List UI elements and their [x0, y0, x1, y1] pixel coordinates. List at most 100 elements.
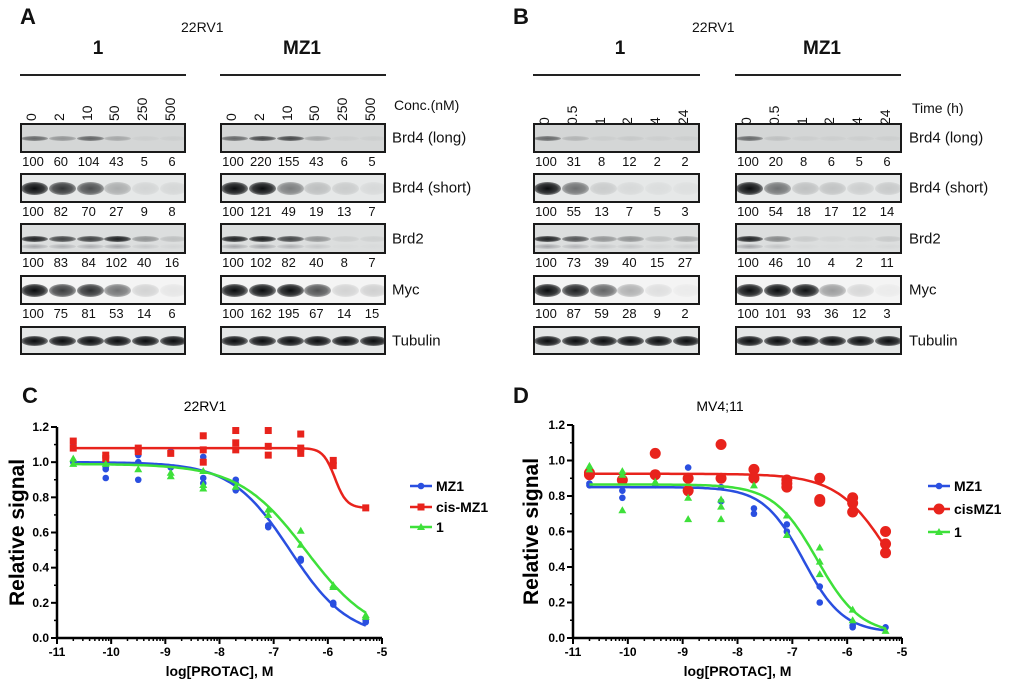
band: [737, 135, 763, 141]
row-label: Brd4 (long): [909, 129, 984, 147]
data-point-cis-mz1: [232, 446, 240, 454]
x-tick-label: -11: [565, 645, 582, 659]
data-point-cismz1: [781, 481, 793, 493]
band: [737, 235, 763, 242]
blot-tubulin: [220, 326, 386, 355]
quant-value: 53: [109, 306, 124, 321]
blot-brd4-long-: [220, 123, 386, 153]
band: [791, 181, 819, 195]
x-tick-label: -8: [214, 645, 225, 659]
legend-label: 1: [954, 524, 962, 540]
data-point-1: [684, 515, 693, 523]
legend-label: MZ1: [436, 478, 464, 494]
band: [819, 243, 847, 249]
quant-value: 100: [222, 154, 244, 169]
quant-value: 2: [681, 154, 689, 169]
quant-value: 2: [855, 255, 863, 270]
quant-value: 40: [309, 255, 324, 270]
band: [819, 335, 847, 346]
data-point-1: [231, 482, 240, 490]
data-point-1: [881, 626, 890, 634]
band: [48, 283, 76, 297]
band: [535, 181, 561, 195]
band: [673, 243, 698, 249]
quant-value: 100: [22, 306, 44, 321]
quant-value: 16: [164, 255, 180, 270]
band: [791, 283, 819, 297]
data-point-mz1: [619, 494, 626, 502]
data-point-cismz1: [715, 472, 727, 484]
row-label: Myc: [392, 281, 420, 299]
band: [847, 335, 875, 346]
fit-curve-cismz1: [589, 472, 887, 549]
blot-myc: [533, 275, 700, 305]
data-point-1: [717, 515, 726, 523]
y-tick-label: 0.6: [548, 525, 565, 539]
quant-value: 100: [737, 204, 759, 219]
quant-value: 19: [309, 204, 324, 219]
quant-value: 5: [855, 154, 863, 169]
data-point-1: [264, 505, 273, 513]
band: [132, 181, 160, 195]
data-point-cis-mz1: [264, 442, 272, 450]
band: [48, 235, 76, 242]
quant-value: 7: [368, 255, 376, 270]
band: [22, 135, 48, 141]
y-tick-label: 0.0: [548, 631, 565, 645]
band: [304, 283, 332, 297]
quant-value: 121: [249, 204, 272, 219]
quant-value: 70: [81, 204, 96, 219]
y-tick-label: 0.0: [32, 631, 49, 645]
band: [76, 235, 104, 242]
quant-value: 12: [851, 204, 867, 219]
band: [819, 181, 847, 195]
group-line: [20, 74, 186, 76]
quant-value: 100: [737, 255, 759, 270]
blot-myc: [20, 275, 186, 305]
band: [617, 235, 645, 242]
panel-label-a: A: [20, 4, 36, 29]
band: [875, 335, 900, 346]
quant-value: 82: [281, 255, 296, 270]
band: [104, 235, 132, 242]
quant-value: 100: [22, 204, 44, 219]
band: [22, 243, 48, 249]
quant-value: 12: [622, 154, 637, 169]
fit-curve-cis-mz1: [73, 446, 366, 509]
quant-value: 18: [796, 204, 811, 219]
fit-curve-mz1: [73, 461, 367, 627]
band: [673, 135, 698, 141]
blot-brd4-short-: [533, 173, 700, 203]
band: [332, 335, 360, 346]
y-axis-label: Relative signal: [520, 458, 543, 605]
band: [875, 135, 900, 141]
cell-line-a: 22RV1: [181, 19, 224, 35]
legend-label: MZ1: [954, 478, 982, 494]
data-point-cis-mz1: [199, 458, 207, 466]
group-title-b-mz1: MZ1: [803, 38, 841, 59]
band: [589, 181, 617, 195]
quant-value: 27: [109, 204, 124, 219]
data-point-mz1: [750, 510, 758, 518]
data-point-cismz1: [847, 497, 859, 509]
data-point-cis-mz1: [102, 455, 110, 463]
data-point-cis-mz1: [199, 446, 207, 454]
x-axis-label: log[PROTAC], M: [166, 663, 274, 679]
band: [248, 235, 276, 242]
band: [360, 243, 384, 249]
band: [76, 135, 104, 141]
chart-title: 22RV1: [184, 398, 227, 414]
quant-value: 6: [168, 154, 176, 169]
quant-value: 2: [653, 154, 661, 169]
y-axis-label: Relative signal: [6, 459, 29, 606]
quant-value: 49: [281, 204, 296, 219]
band: [104, 135, 132, 141]
legend-label: cis-MZ1: [436, 499, 488, 515]
band: [763, 335, 791, 346]
legend-marker: [935, 528, 943, 535]
band: [561, 235, 589, 242]
band: [304, 235, 332, 242]
quant-value: 8: [597, 154, 606, 169]
band: [645, 283, 673, 297]
time-axis-label: Time (h): [912, 100, 964, 116]
